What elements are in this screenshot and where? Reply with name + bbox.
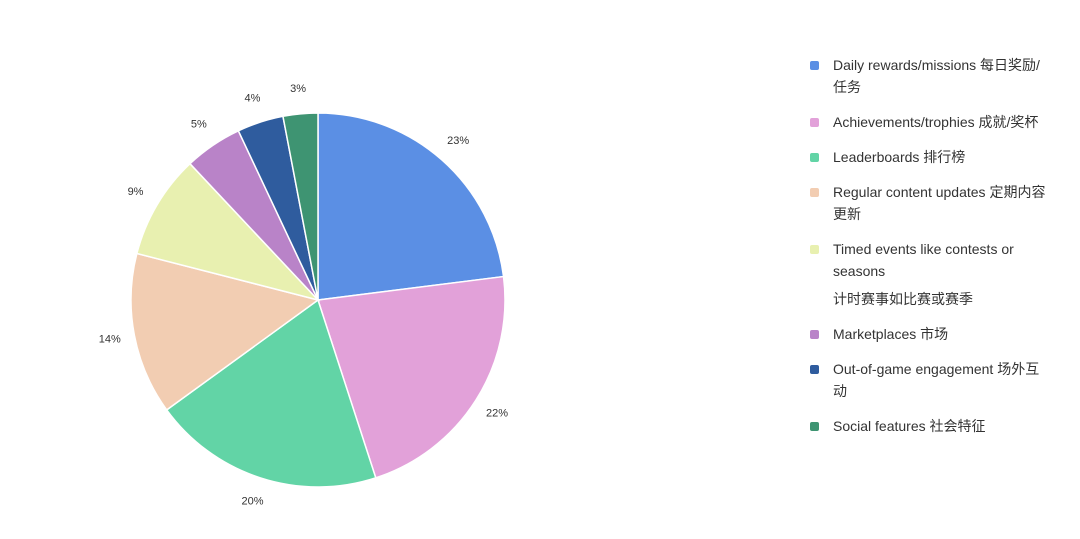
slice-percent-label: 9% <box>128 186 144 198</box>
slice-percent-label: 23% <box>447 135 469 147</box>
legend-label: Marketplaces 市场 <box>833 326 949 342</box>
legend-label: Leaderboards 排行榜 <box>833 149 966 165</box>
slice-percent-label: 20% <box>241 496 263 508</box>
slice-percent-label: 14% <box>99 334 121 346</box>
legend-label: Social features 社会特征 <box>833 418 986 434</box>
pie-chart: 23% 22% 20% 14% 9% 5% 4% 3% <box>99 83 508 508</box>
legend-label: Achievements/trophies 成就/奖杯 <box>833 114 1039 130</box>
legend-swatch <box>810 188 819 197</box>
slice-percent-label: 4% <box>245 92 261 104</box>
legend-swatch <box>810 330 819 339</box>
legend-item: Social features 社会特征 <box>808 415 1048 437</box>
legend-item: Regular content updates 定期内容更新 <box>808 181 1048 225</box>
legend-label-extra: 计时赛事如比赛或赛季 <box>833 291 973 307</box>
pie-slice <box>135 162 321 302</box>
legend-swatch <box>810 245 819 254</box>
legend-item: Daily rewards/missions 每日奖励/任务 <box>808 54 1048 98</box>
legend-label: Regular content updates 定期内容更新 <box>833 184 1046 222</box>
pie-slice <box>130 252 320 411</box>
legend-item: Timed events like contests or seasons 计时赛… <box>808 238 1048 310</box>
legend: Daily rewards/missions 每日奖励/任务 Achievemen… <box>808 54 1048 450</box>
legend-item: Out-of-game engagement 场外互动 <box>808 358 1048 402</box>
legend-label: Out-of-game engagement 场外互动 <box>833 361 1040 399</box>
pie-slice <box>317 275 506 479</box>
legend-label: Timed events like contests or seasons <box>833 241 1014 279</box>
slice-percent-label: 3% <box>290 83 306 95</box>
legend-item: Leaderboards 排行榜 <box>808 146 1048 168</box>
legend-item: Marketplaces 市场 <box>808 323 1048 345</box>
legend-swatch <box>810 153 819 162</box>
legend-label: Daily rewards/missions 每日奖励/任务 <box>833 57 1040 95</box>
legend-swatch <box>810 422 819 431</box>
pie-slice <box>165 298 377 488</box>
legend-swatch <box>810 365 819 374</box>
legend-swatch <box>810 61 819 70</box>
pie-slice <box>282 112 319 301</box>
slice-percent-label: 5% <box>191 119 207 131</box>
pie-slice <box>317 112 505 301</box>
slice-percent-label: 22% <box>486 408 508 420</box>
legend-item: Achievements/trophies 成就/奖杯 <box>808 111 1048 133</box>
legend-swatch <box>810 118 819 127</box>
